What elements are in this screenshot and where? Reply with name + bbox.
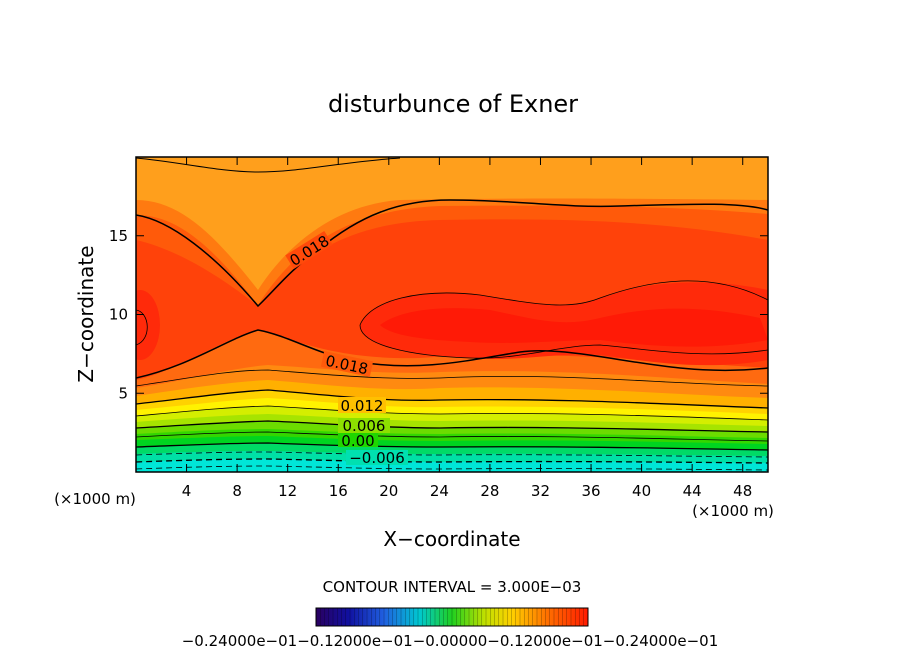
x-tick-label: 32 <box>531 482 550 500</box>
colorbar: −0.24000e−01−0.12000e−01−0.00000−0.12000… <box>182 607 719 650</box>
y-tick-label: 10 <box>109 306 128 324</box>
x-tick-label: 8 <box>232 482 242 500</box>
contour-line-core-right <box>359 280 768 359</box>
plot-area <box>135 156 769 473</box>
x-tick-label: 28 <box>480 482 499 500</box>
x-tick-label: 12 <box>278 482 297 500</box>
x-tick-label: 44 <box>683 482 702 500</box>
x-tick-label: 16 <box>329 482 348 500</box>
colorbar-ticks <box>320 608 584 626</box>
field-core-left <box>136 290 160 360</box>
x-axis-label: X−coordinate <box>383 527 520 551</box>
x-axis: 4 8 12 16 20 24 28 32 36 40 44 48 <box>182 157 752 500</box>
contour-label-006: 0.006 <box>343 417 386 435</box>
contour-interval: CONTOUR INTERVAL = 3.000E−03 <box>323 578 582 596</box>
y-tick-label: 5 <box>118 384 128 402</box>
colorbar-labels: −0.24000e−01−0.12000e−01−0.00000−0.12000… <box>182 632 719 650</box>
contour-line-009 <box>136 405 768 421</box>
contour-label-000: 0.00 <box>341 432 374 450</box>
x-unit-label-left: (×1000 m) <box>54 490 136 508</box>
contour-line-018-upper <box>136 199 768 308</box>
contour-line-003 <box>136 431 768 442</box>
y-axis-label: Z−coordinate <box>74 245 98 382</box>
contour-line-top <box>136 157 401 173</box>
contour-line-015 <box>136 369 768 387</box>
y-axis: 5 10 15 <box>109 227 768 402</box>
chart-title: disturbunce of Exner <box>328 90 578 118</box>
contour-label-012: 0.012 <box>341 397 384 415</box>
x-tick-label: 4 <box>182 482 192 500</box>
field-core-right-inner <box>380 308 768 347</box>
y-tick-label: 15 <box>109 227 128 245</box>
x-tick-label: 20 <box>379 482 398 500</box>
contour-line-000 <box>136 442 768 451</box>
x-tick-label: 40 <box>632 482 651 500</box>
contour-label-neg006: −0.006 <box>349 449 405 467</box>
contour-line-006 <box>136 420 768 433</box>
x-tick-label: 48 <box>733 482 752 500</box>
contour-line-core-left <box>136 309 148 346</box>
x-unit-label-right: (×1000 m) <box>692 502 774 520</box>
contour-line-018-lower <box>136 329 768 379</box>
x-tick-label: 36 <box>581 482 600 500</box>
contour-line-012 <box>136 389 768 409</box>
x-tick-label: 24 <box>430 482 449 500</box>
